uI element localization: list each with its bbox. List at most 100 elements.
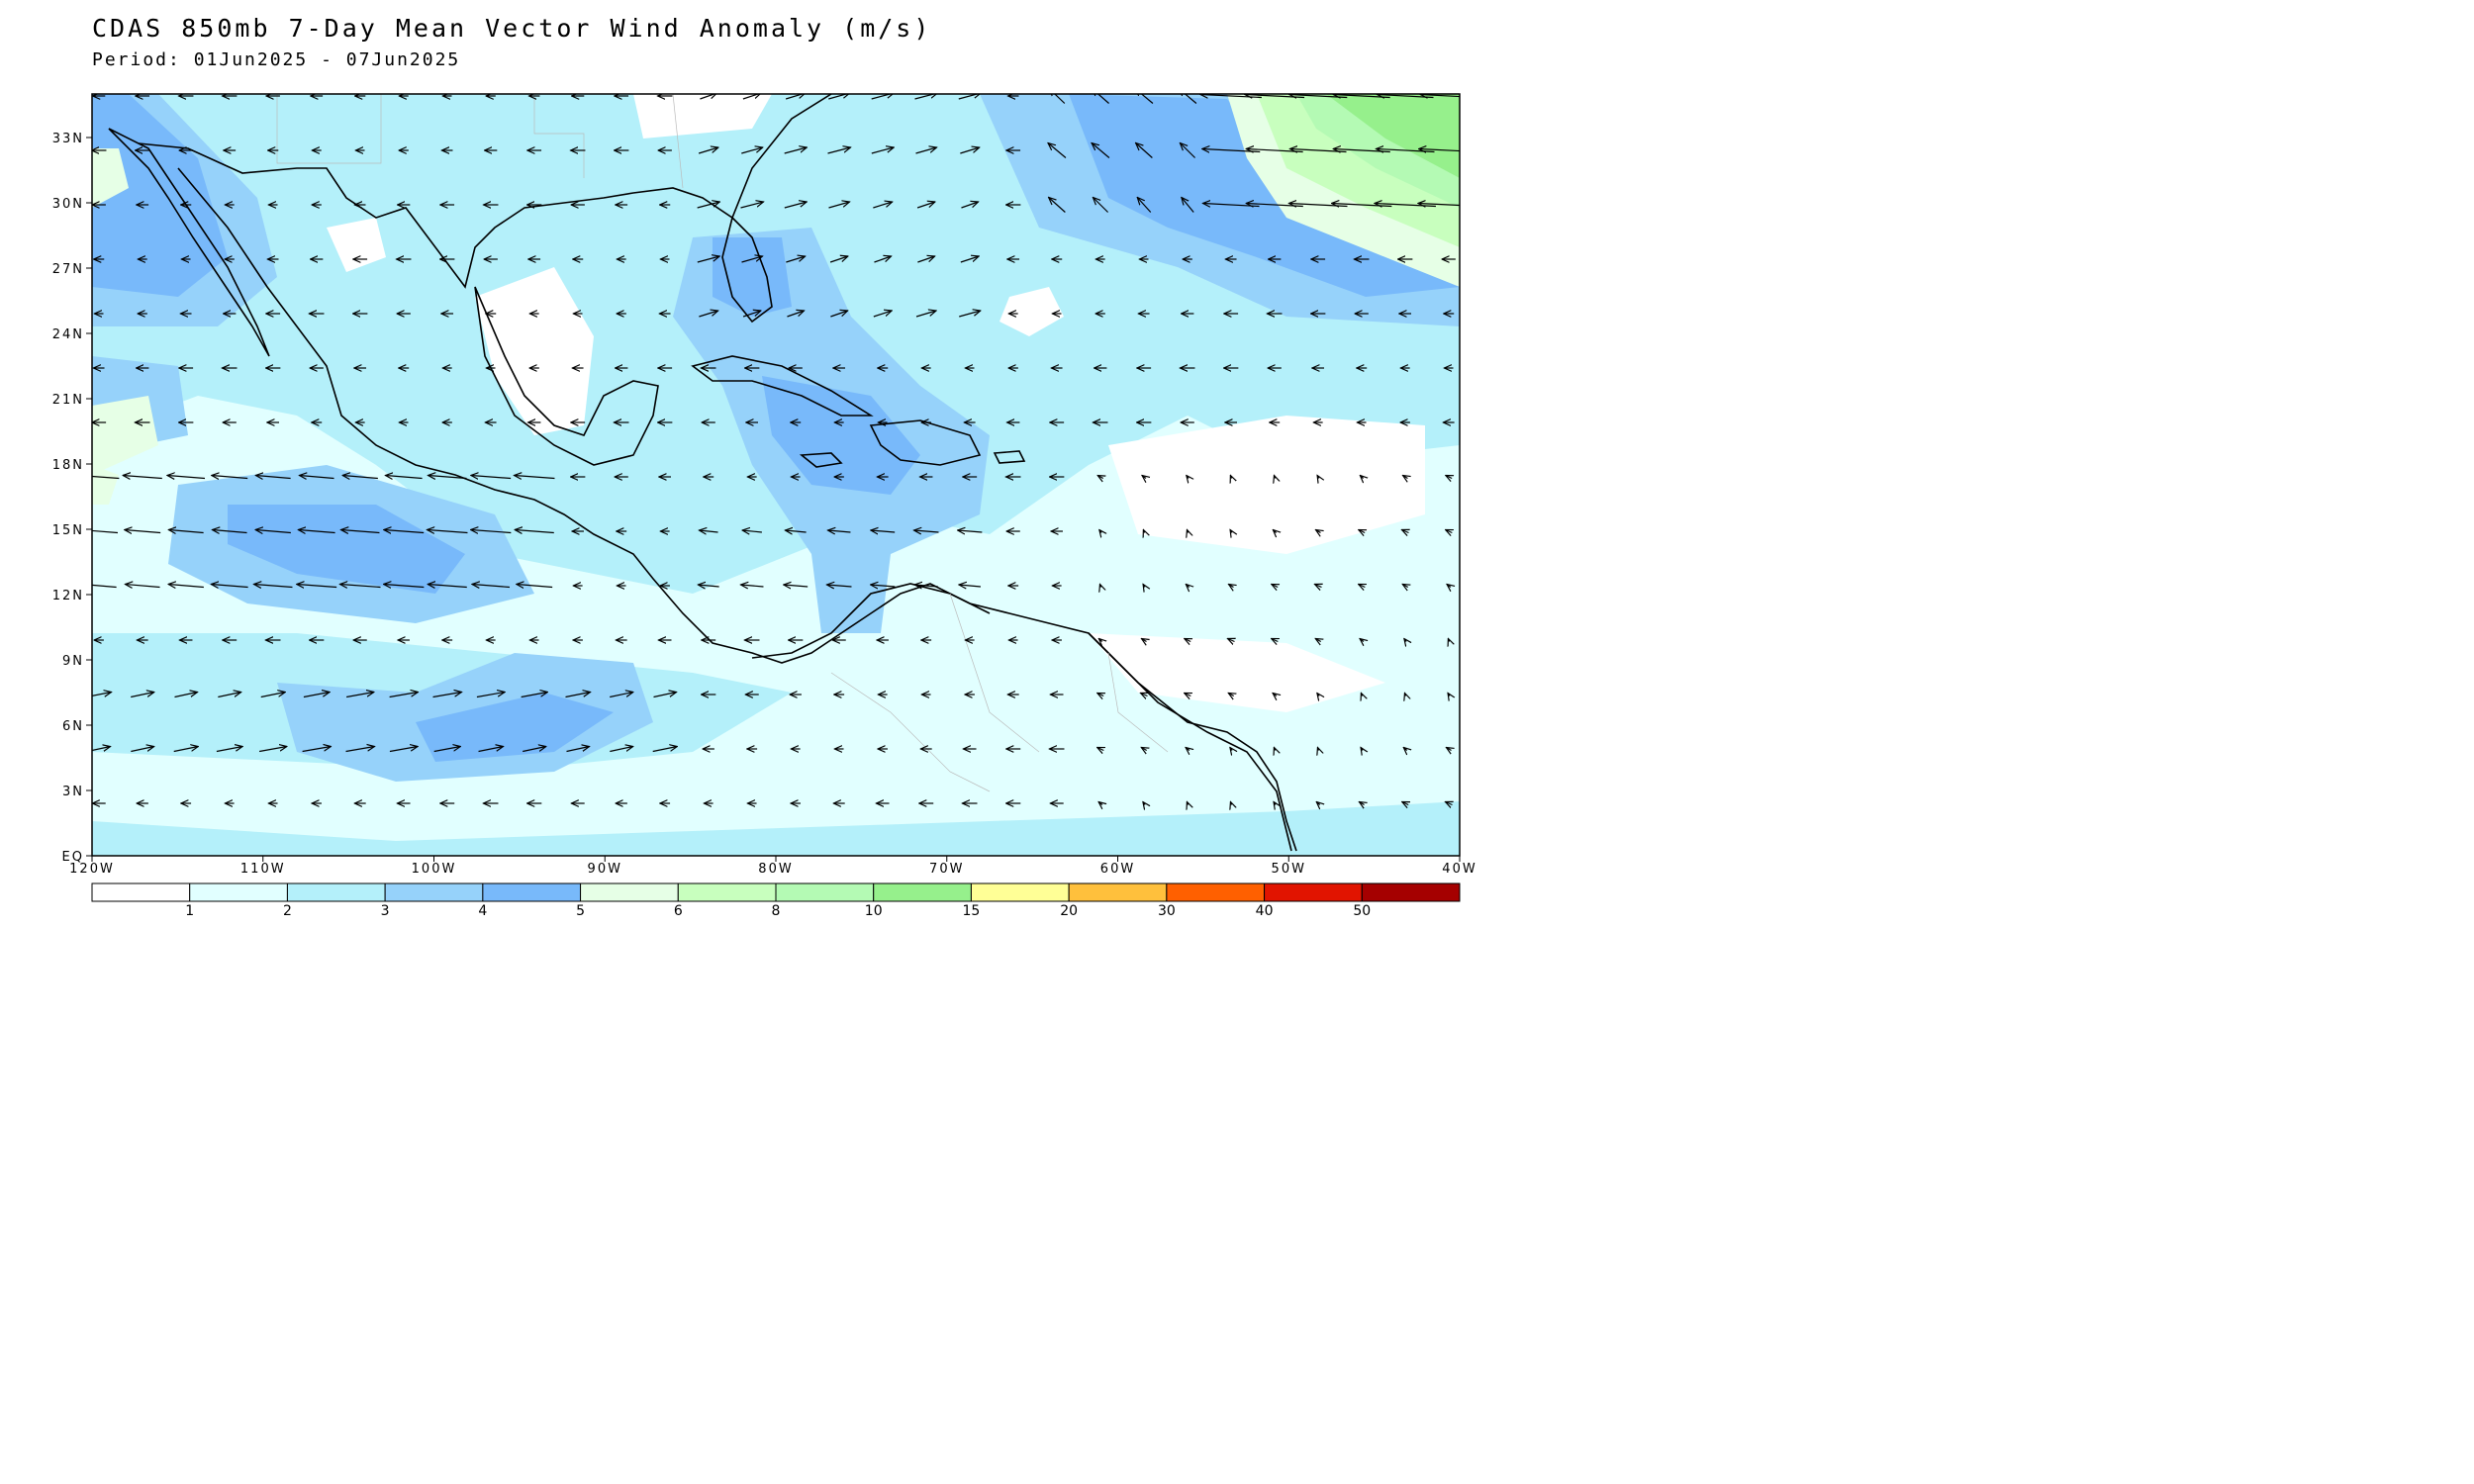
colorbar-swatch	[1166, 882, 1266, 902]
wind-vector	[1317, 476, 1319, 479]
wind-vector	[1315, 585, 1322, 588]
wind-vector	[515, 476, 555, 479]
wind-vector	[1230, 748, 1232, 751]
wind-vector	[741, 256, 763, 263]
wind-vector	[517, 585, 553, 588]
colorbar-swatch	[580, 882, 679, 902]
colorbar-label: 6	[674, 903, 683, 919]
wind-vector	[476, 693, 505, 698]
wind-vector	[961, 202, 978, 209]
wind-vector	[784, 585, 809, 587]
wind-vector	[1402, 530, 1409, 533]
wind-vector	[92, 529, 119, 534]
lat-tick-label: 21N	[52, 393, 84, 408]
colorbar-label: 8	[772, 903, 781, 919]
wind-vector	[566, 747, 589, 753]
wind-vector	[211, 585, 248, 588]
wind-vector	[1137, 198, 1152, 213]
wind-vector	[471, 476, 512, 479]
wind-vector	[873, 202, 892, 209]
wind-vector	[1186, 585, 1189, 588]
wind-vector	[699, 311, 717, 318]
wind-vector	[1317, 694, 1319, 696]
lat-tick-label: 6N	[62, 719, 84, 734]
wind-vector	[131, 747, 153, 753]
wind-vector	[1420, 94, 1460, 98]
wind-vector	[1274, 802, 1276, 805]
wind-vector	[1097, 694, 1103, 696]
colorbar-swatch	[189, 882, 288, 902]
wind-vector	[1403, 476, 1408, 479]
colorbar-label: 2	[283, 903, 292, 919]
wind-vector	[521, 693, 548, 698]
wind-vector	[341, 530, 380, 533]
colorbar-swatch	[970, 882, 1070, 902]
wind-vector	[212, 476, 248, 479]
wind-vector	[871, 147, 894, 154]
wind-vector	[389, 747, 418, 753]
wind-vector	[1402, 585, 1408, 588]
wind-vector	[1142, 476, 1146, 479]
wind-vector	[1272, 639, 1279, 642]
longitude-axis: 120W 110W 100W 90W 80W 70W 60W 50W 40W	[69, 856, 1476, 877]
wind-vector	[742, 94, 761, 100]
colorbar-label: 50	[1353, 903, 1371, 919]
wind-vector	[1446, 476, 1452, 479]
wind-vector	[871, 94, 895, 100]
lon-tick-label: 60W	[1100, 862, 1135, 877]
wind-vector	[1316, 530, 1321, 533]
lat-tick-label: 15N	[52, 523, 84, 538]
wind-vector	[1092, 94, 1109, 104]
colorbar-label: 10	[865, 903, 883, 919]
wind-vector	[131, 693, 154, 698]
wind-vector	[742, 530, 762, 532]
wind-vector	[1359, 585, 1366, 588]
wind-vector	[389, 693, 419, 698]
latitude-axis: 33N 30N 27N 24N 21N 18N 15N 12N 9N 6N 3N EQ	[52, 132, 92, 865]
wind-vector	[700, 94, 716, 100]
wind-vector	[1135, 94, 1154, 104]
wind-vector	[874, 256, 891, 263]
wind-vector	[1141, 694, 1148, 696]
lat-tick-label: 24N	[52, 327, 84, 342]
wind-vector	[1446, 748, 1451, 751]
wind-vector	[828, 94, 849, 100]
lon-tick-label: 80W	[758, 862, 793, 877]
wind-vector	[1273, 694, 1277, 696]
wind-vector	[345, 747, 375, 753]
colorbar-swatch	[91, 882, 191, 902]
colorbar-swatch	[1068, 882, 1168, 902]
wind-vector	[871, 585, 896, 587]
wind-vector	[1097, 476, 1103, 479]
wind-vector	[1448, 694, 1450, 696]
wind-vector	[515, 530, 554, 533]
wind-vector	[168, 530, 204, 533]
wind-vector	[1180, 143, 1196, 158]
wind-vector	[784, 202, 807, 209]
lon-tick-label: 50W	[1272, 862, 1306, 877]
wind-vector	[915, 311, 936, 318]
wind-vector	[1404, 694, 1405, 696]
wind-vector	[1228, 694, 1233, 696]
wind-vectors	[92, 94, 1460, 805]
wind-vector	[303, 693, 330, 698]
lon-tick-label: 70W	[929, 862, 964, 877]
wind-vector	[1136, 143, 1153, 158]
wind-vector	[785, 94, 806, 100]
wind-vector	[652, 747, 678, 753]
wind-vector	[1143, 530, 1144, 533]
lon-tick-label: 40W	[1442, 862, 1476, 877]
wind-vector	[1274, 748, 1275, 751]
wind-vector	[960, 256, 979, 263]
wind-vector	[1274, 476, 1275, 479]
wind-vector	[478, 747, 504, 753]
wind-vector	[917, 256, 934, 263]
wind-vector	[830, 311, 847, 318]
wind-vector	[958, 530, 983, 532]
wind-vector	[92, 747, 110, 752]
colorbar-label: 5	[576, 903, 585, 919]
wind-vector	[254, 585, 293, 588]
wind-vector	[1230, 530, 1232, 533]
wind-vector	[1143, 585, 1145, 588]
